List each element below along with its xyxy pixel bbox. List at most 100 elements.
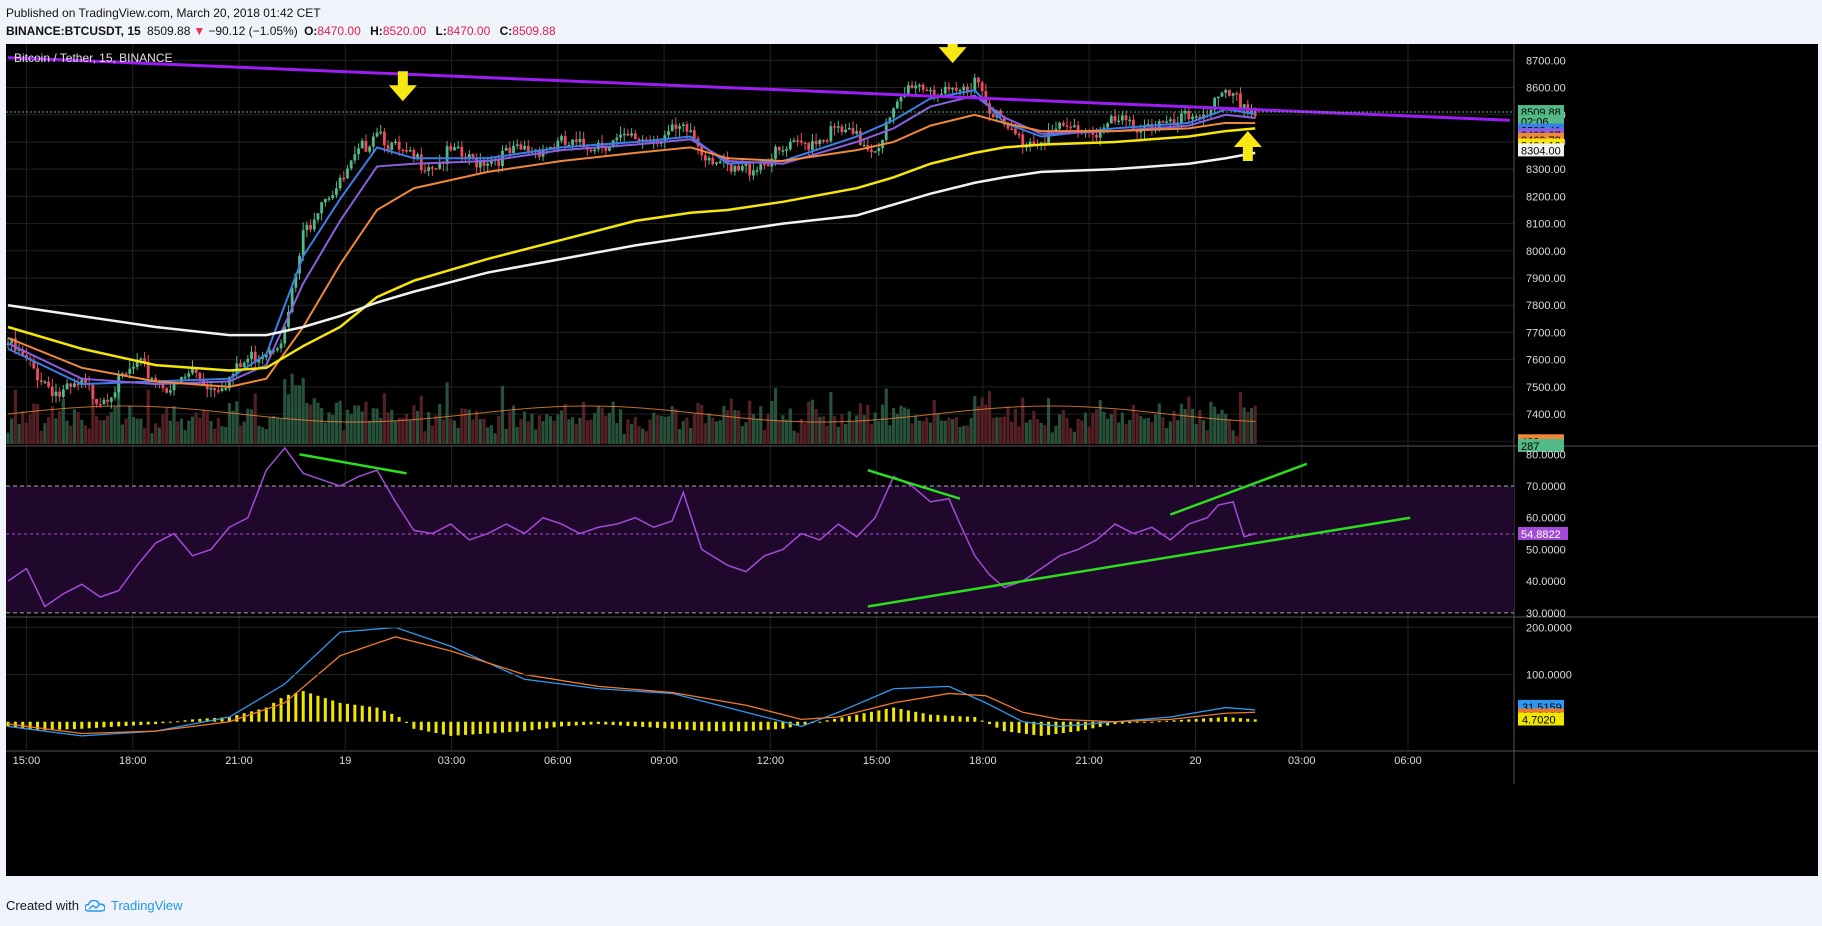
- volume-bar: [28, 414, 32, 444]
- candle-body: [788, 141, 792, 150]
- volume-bars: [6, 373, 1257, 444]
- volume-bar: [475, 410, 479, 444]
- candle-body: [1132, 119, 1135, 129]
- volume-bar: [1043, 425, 1047, 444]
- candle-body: [711, 157, 715, 165]
- macd-histogram-bar: [707, 721, 711, 732]
- candle-body: [338, 177, 342, 189]
- volume-bar: [663, 416, 667, 444]
- volume-bar: [936, 414, 940, 444]
- macd-histogram-bar: [1061, 721, 1065, 734]
- volume-bar: [1213, 406, 1217, 444]
- rsi-badge: [1518, 526, 1568, 540]
- candle-body: [13, 338, 17, 351]
- volume-bar: [659, 415, 663, 444]
- volume-bar: [345, 409, 350, 444]
- candle-body: [1187, 110, 1191, 120]
- volume-bar: [718, 420, 722, 444]
- candle-body: [829, 126, 833, 142]
- volume-bar: [72, 409, 77, 444]
- volume-bar: [257, 425, 261, 444]
- candle-body: [674, 124, 678, 129]
- volume-bar: [1124, 423, 1128, 444]
- volume-bar: [356, 405, 361, 444]
- candle-body: [323, 199, 327, 203]
- volume-bar: [120, 424, 124, 444]
- volume-bar: [242, 421, 246, 444]
- candle-body: [36, 368, 39, 381]
- volume-bar: [216, 418, 220, 444]
- candle-body: [478, 159, 482, 168]
- macd-histogram-bar: [493, 721, 497, 734]
- volume-bar: [910, 423, 914, 444]
- volume-bar: [559, 410, 564, 444]
- candle-body: [434, 168, 438, 170]
- candle-body: [914, 85, 918, 89]
- volume-bar: [290, 373, 294, 444]
- candle-body: [1120, 115, 1124, 121]
- volume-bar: [655, 415, 660, 444]
- volume-bar: [947, 417, 951, 444]
- volume-bar: [94, 416, 99, 444]
- macd-histogram-bar: [648, 721, 652, 728]
- volume-bar: [582, 401, 586, 444]
- candle-body: [419, 154, 423, 171]
- candle-body: [1002, 116, 1006, 125]
- volume-bar: [965, 425, 969, 444]
- candle-body: [21, 349, 25, 355]
- volume-bar: [777, 420, 781, 444]
- chart-area[interactable]: 8700.008600.008500.008400.008300.008200.…: [6, 44, 1818, 876]
- volume-bar: [1235, 435, 1239, 444]
- volume-bar: [973, 395, 977, 444]
- candle-body: [1069, 126, 1073, 129]
- volume-bar: [58, 410, 62, 444]
- candle-body: [113, 392, 117, 398]
- candle-body: [751, 170, 755, 176]
- candle-body: [39, 380, 43, 382]
- volume-bar: [751, 413, 755, 444]
- candle-body: [220, 388, 224, 391]
- candle-body: [796, 140, 800, 142]
- price-tick-label: 8300.00: [1526, 164, 1566, 176]
- candle-body: [438, 161, 442, 169]
- volume-bar: [888, 425, 892, 444]
- volume-bar: [1109, 414, 1113, 444]
- macd-histogram-bar: [191, 719, 194, 722]
- volume-bar: [604, 415, 608, 444]
- candle-body: [637, 139, 641, 142]
- price-badge: [1518, 438, 1564, 452]
- candle-body: [958, 90, 962, 92]
- volume-bar: [24, 422, 29, 444]
- macd-histogram-bar: [412, 721, 416, 729]
- trading-chart[interactable]: 8700.008600.008500.008400.008300.008200.…: [6, 44, 1818, 876]
- tradingview-link[interactable]: TradingView: [84, 898, 183, 913]
- macd-histogram-bar: [1143, 721, 1147, 723]
- volume-bar: [1194, 423, 1198, 444]
- macd-histogram-bar: [397, 717, 401, 722]
- volume-bar: [1094, 409, 1099, 444]
- volume-bar: [1201, 420, 1206, 444]
- volume-bar: [641, 428, 645, 444]
- candle-body: [471, 154, 475, 158]
- candle-body: [571, 139, 574, 145]
- volume-bar: [201, 409, 206, 444]
- candle-body: [467, 154, 471, 160]
- candle-body: [862, 145, 866, 147]
- ma_white-line: [7, 151, 1256, 337]
- macd-histogram-bar: [36, 721, 40, 730]
- candle-body: [287, 311, 290, 327]
- volume-bar: [1216, 414, 1220, 444]
- candle-body: [921, 84, 925, 90]
- candle-body: [1054, 128, 1058, 131]
- volume-bar: [825, 425, 829, 444]
- volume-bar: [1139, 416, 1143, 444]
- candle-body: [235, 363, 239, 375]
- signal-line: [7, 636, 1256, 735]
- candle-body: [353, 154, 357, 161]
- volume-bar: [497, 415, 501, 444]
- candle-body: [143, 358, 146, 362]
- candle-body: [146, 361, 150, 379]
- macd-histogram-bar: [65, 721, 69, 730]
- time-tick-label: 21:00: [1075, 755, 1103, 767]
- candle-body: [261, 357, 265, 359]
